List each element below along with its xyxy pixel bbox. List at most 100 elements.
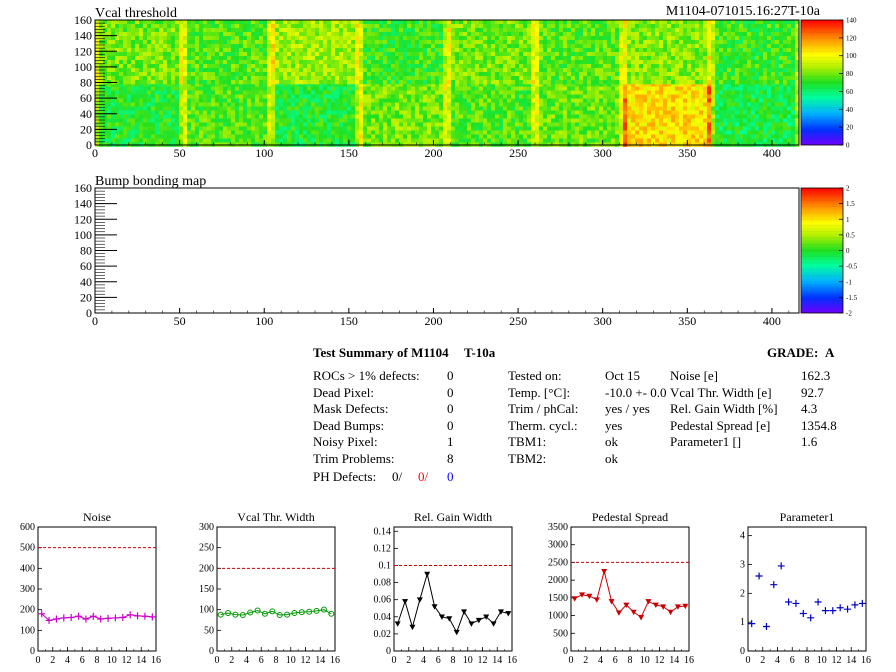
heatmap-cell [159,98,164,103]
heatmap-cell [323,94,328,99]
heatmap-cell [591,36,596,41]
heatmap-cell [603,68,608,73]
heatmap-cell [183,20,188,25]
heatmap-cell [111,122,116,127]
heatmap-cell [335,102,340,107]
heatmap-cell [175,122,180,127]
heatmap-cell [431,130,436,135]
heatmap-cell [475,64,480,69]
heatmap-cell [607,110,612,115]
heatmap-cell [119,52,124,57]
heatmap-cell [215,72,220,77]
heatmap-cell [255,114,260,119]
heatmap-cell [627,130,632,135]
heatmap-cell [151,52,156,57]
heatmap-cell [355,122,360,127]
heatmap-cell [199,118,204,123]
heatmap-cell [295,60,300,65]
heatmap-cell [439,28,444,33]
heatmap-cell [147,98,152,103]
heatmap-cell [443,90,448,95]
heatmap-cell [475,102,480,107]
heatmap-cell [179,48,184,53]
heatmap-cell [367,106,372,111]
heatmap-cell [443,102,448,107]
heatmap-cell [735,134,740,139]
heatmap-cell [443,80,448,85]
heatmap-cell [479,48,484,53]
heatmap-cell [115,56,120,61]
heatmap-cell [375,80,380,85]
heatmap-cell [531,56,536,61]
heatmap-cell [563,32,568,37]
heatmap-cell [179,114,184,119]
heatmap-cell [451,68,456,73]
heatmap-cell [183,122,188,127]
heatmap-cell [151,24,156,29]
heatmap-cell [303,56,308,61]
heatmap-cell [291,44,296,49]
heatmap-cell [563,114,568,119]
heatmap-cell [471,68,476,73]
heatmap-cell [299,80,304,85]
heatmap-cell [611,102,616,107]
heatmap-cell [95,98,100,103]
heatmap-cell [371,48,376,53]
heatmap-cell [259,138,264,143]
heatmap-cell [595,48,600,53]
heatmap-cell [379,90,384,95]
heatmap-cell [507,94,512,99]
heatmap-cell [491,122,496,127]
heatmap-cell [239,114,244,119]
heatmap-cell [635,138,640,143]
heatmap-cell [135,40,140,45]
heatmap-cell [467,40,472,45]
heatmap-cell [523,36,528,41]
heatmap-cell [607,48,612,53]
heatmap-cell [735,118,740,123]
heatmap-cell [435,32,440,37]
heatmap-cell [235,102,240,107]
heatmap-cell [167,40,172,45]
heatmap-cell [559,90,564,95]
heatmap-cell [195,52,200,57]
heatmap-cell [239,44,244,49]
heatmap-cell [107,36,112,41]
heatmap-cell [403,48,408,53]
heatmap-cell [383,114,388,119]
heatmap-cell [291,72,296,77]
heatmap-cell [759,94,764,99]
heatmap-cell [375,60,380,65]
heatmap-cell [115,20,120,25]
heatmap-cell [715,118,720,123]
heatmap-cell [411,52,416,57]
heatmap-cell [327,32,332,37]
heatmap-cell [371,106,376,111]
heatmap-cell [715,110,720,115]
heatmap-cell [579,52,584,57]
heatmap-cell [379,106,384,111]
heatmap-cell [755,90,760,95]
heatmap-cell [687,110,692,115]
heatmap-cell [207,114,212,119]
heatmap-cell [479,90,484,95]
heatmap-cell [267,72,272,77]
heatmap-cell [451,130,456,135]
heatmap-cell [247,80,252,85]
heatmap-cell [691,114,696,119]
heatmap-cell [715,126,720,131]
heatmap-cell [479,76,484,81]
heatmap-cell [275,90,280,95]
heatmap-cell [215,106,220,111]
heatmap-cell [499,64,504,69]
heatmap-cell [111,28,116,33]
heatmap-cell [335,94,340,99]
heatmap-cell [387,110,392,115]
heatmap-cell [127,60,132,65]
heatmap-cell [443,44,448,49]
heatmap-cell [775,82,780,87]
heatmap-cell [751,94,756,99]
heatmap-cell [667,82,672,87]
heatmap-cell [263,98,268,103]
heatmap-cell [327,98,332,103]
